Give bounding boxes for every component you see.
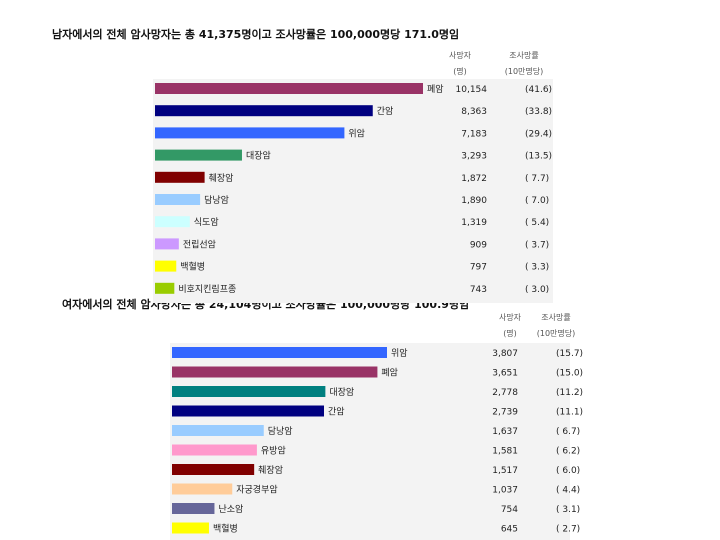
rate-label-male-8: ( 3.3): [525, 263, 549, 273]
rate-label-male-3: (13.5): [525, 152, 552, 162]
count-label-male-8: 797: [470, 263, 487, 273]
count-header-male: 사망자: [448, 51, 472, 60]
count-label-female-9: 645: [501, 525, 518, 535]
bar-label-female-0: 위암: [391, 347, 408, 359]
count-label-female-3: 2,739: [492, 408, 518, 418]
count-unit-female: (명): [503, 329, 517, 338]
bar-female-2: [172, 386, 326, 397]
count-label-male-7: 909: [470, 240, 487, 250]
count-label-male-3: 3,293: [461, 152, 487, 162]
bar-male-7: [155, 238, 179, 250]
bar-label-female-9: 백혈병: [213, 523, 238, 535]
bar-male-2: [155, 127, 345, 139]
bar-label-male-2: 위암: [348, 127, 365, 139]
count-label-male-9: 743: [470, 285, 487, 295]
rate-label-male-5: ( 7.0): [525, 196, 549, 206]
bar-label-female-5: 유방암: [261, 445, 286, 457]
count-label-male-5: 1,890: [461, 196, 487, 206]
bar-female-9: [172, 522, 209, 534]
count-label-male-6: 1,319: [461, 218, 487, 228]
rate-label-female-9: ( 2.7): [556, 525, 580, 535]
rate-label-male-9: ( 3.0): [525, 285, 549, 295]
bar-label-male-7: 전립선암: [183, 238, 216, 250]
bar-female-7: [172, 483, 233, 495]
rate-label-female-3: (11.1): [556, 408, 583, 418]
bar-label-female-2: 대장암: [329, 386, 354, 398]
bar-label-female-4: 담낭암: [268, 425, 293, 437]
count-label-female-7: 1,037: [492, 486, 518, 496]
bar-female-5: [172, 444, 257, 456]
rate-label-male-4: ( 7.7): [525, 174, 549, 184]
rate-label-female-2: (11.2): [556, 388, 583, 398]
bar-label-female-7: 자궁경부암: [236, 484, 277, 496]
rate-label-female-5: ( 6.2): [556, 447, 580, 457]
count-label-female-6: 1,517: [492, 466, 518, 476]
count-label-female-2: 2,778: [492, 388, 518, 398]
count-header-female: 사망자: [498, 313, 522, 322]
count-label-male-4: 1,872: [461, 174, 487, 184]
bar-label-male-3: 대장암: [246, 150, 271, 162]
count-unit-male: (명): [453, 67, 467, 76]
plot-background-male: [153, 79, 553, 303]
bar-label-male-5: 담낭암: [204, 194, 229, 206]
bar-label-male-0: 폐암: [427, 83, 444, 95]
rate-label-female-6: ( 6.0): [556, 466, 580, 476]
rate-label-male-1: (33.8): [525, 107, 552, 117]
bar-label-male-1: 간암: [377, 105, 394, 117]
bar-female-1: [172, 366, 378, 378]
count-label-female-1: 3,651: [492, 369, 518, 379]
bar-male-5: [155, 194, 201, 205]
rate-label-male-0: (41.6): [525, 85, 552, 95]
count-label-female-8: 754: [501, 505, 518, 515]
bar-label-male-9: 비호지킨림프종: [178, 283, 236, 295]
bar-male-8: [155, 260, 177, 272]
bar-male-3: [155, 149, 242, 161]
rate-header-male: 조사망률: [509, 51, 539, 60]
bar-female-6: [172, 464, 255, 475]
rate-label-female-7: ( 4.4): [556, 486, 580, 496]
bar-male-0: [155, 83, 423, 94]
rate-unit-female: (10만명당): [536, 329, 576, 338]
rate-label-male-7: ( 3.7): [525, 240, 549, 250]
bar-male-4: [155, 171, 205, 183]
rate-label-female-0: (15.7): [556, 349, 583, 359]
rate-label-male-2: (29.4): [525, 129, 552, 139]
rate-label-female-4: ( 6.7): [556, 427, 580, 437]
count-label-female-4: 1,637: [492, 427, 518, 437]
bar-label-female-1: 폐암: [381, 367, 398, 379]
chart-title-male: 남자에서의 전체 암사망자는 총 41,375명이고 조사망률은 100,000…: [52, 28, 460, 41]
rate-unit-male: (10만명당): [504, 67, 544, 76]
count-label-male-1: 8,363: [461, 107, 487, 117]
rate-label-male-6: ( 5.4): [525, 218, 549, 228]
bar-label-female-3: 간암: [328, 406, 345, 418]
bar-female-8: [172, 503, 215, 514]
rate-label-female-1: (15.0): [556, 369, 583, 379]
bar-label-female-6: 췌장암: [258, 464, 283, 476]
count-label-female-5: 1,581: [492, 447, 518, 457]
bar-female-4: [172, 425, 264, 436]
bar-male-9: [155, 282, 175, 294]
rate-header-female: 조사망률: [541, 313, 571, 322]
bar-female-0: [172, 347, 387, 358]
bar-female-3: [172, 405, 325, 417]
bar-label-male-4: 췌장암: [209, 172, 234, 184]
bar-label-male-8: 백혈병: [180, 261, 205, 273]
count-label-female-0: 3,807: [492, 349, 518, 359]
count-label-male-2: 7,183: [461, 129, 487, 139]
bar-label-female-8: 난소암: [218, 503, 243, 515]
bar-label-male-6: 식도암: [194, 216, 219, 228]
count-label-male-0: 10,154: [456, 85, 488, 95]
bar-male-6: [155, 216, 190, 228]
bar-male-1: [155, 105, 373, 117]
rate-label-female-8: ( 3.1): [556, 505, 580, 515]
